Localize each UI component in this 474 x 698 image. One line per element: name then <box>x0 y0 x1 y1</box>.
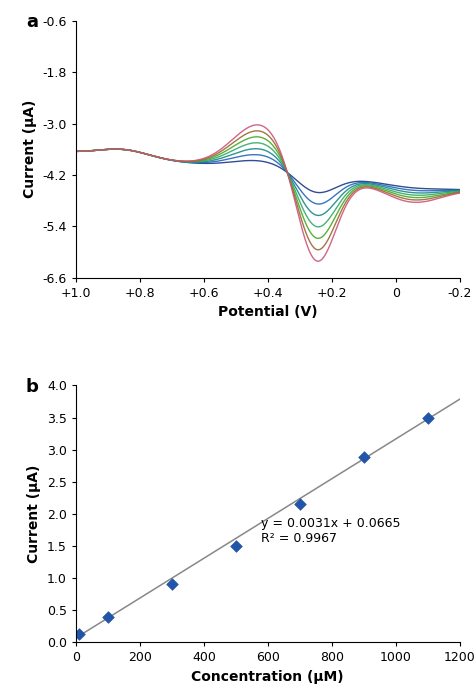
Point <box>168 578 175 589</box>
Point <box>424 413 431 424</box>
Point <box>296 498 303 509</box>
Point <box>232 540 239 551</box>
Point <box>104 611 112 623</box>
Text: a: a <box>26 13 38 31</box>
Text: b: b <box>26 378 39 396</box>
X-axis label: Concentration (μM): Concentration (μM) <box>191 670 344 684</box>
X-axis label: Potential (V): Potential (V) <box>218 305 318 319</box>
Text: y = 0.0031x + 0.0665
R² = 0.9967: y = 0.0031x + 0.0665 R² = 0.9967 <box>261 517 401 544</box>
Y-axis label: Current (μA): Current (μA) <box>23 100 37 198</box>
Point <box>75 628 83 639</box>
Y-axis label: Current (μA): Current (μA) <box>27 465 41 563</box>
Point <box>360 452 367 463</box>
